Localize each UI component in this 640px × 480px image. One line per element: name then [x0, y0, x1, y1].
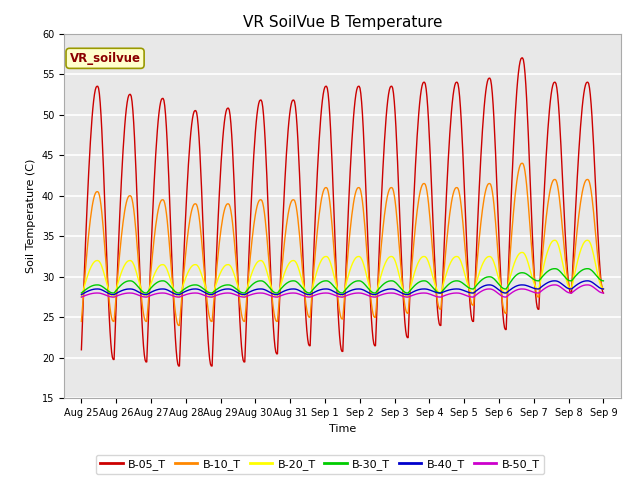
Text: VR_soilvue: VR_soilvue [70, 52, 141, 65]
X-axis label: Time: Time [329, 424, 356, 433]
Legend: B-05_T, B-10_T, B-20_T, B-30_T, B-40_T, B-50_T: B-05_T, B-10_T, B-20_T, B-30_T, B-40_T, … [96, 455, 544, 474]
Y-axis label: Soil Temperature (C): Soil Temperature (C) [26, 159, 36, 273]
Title: VR SoilVue B Temperature: VR SoilVue B Temperature [243, 15, 442, 30]
